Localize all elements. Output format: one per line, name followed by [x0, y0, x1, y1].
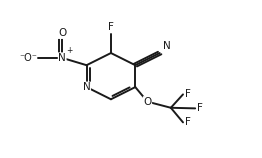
- Text: F: F: [197, 103, 203, 113]
- Text: +: +: [67, 46, 73, 55]
- Text: O: O: [143, 97, 152, 107]
- Text: N: N: [83, 82, 90, 92]
- Text: N: N: [163, 41, 171, 51]
- Text: O: O: [58, 28, 66, 38]
- Text: ⁻O⁻: ⁻O⁻: [19, 53, 37, 63]
- Text: F: F: [108, 22, 114, 32]
- Text: F: F: [185, 117, 191, 127]
- Text: N: N: [58, 53, 66, 63]
- Text: F: F: [185, 89, 191, 99]
